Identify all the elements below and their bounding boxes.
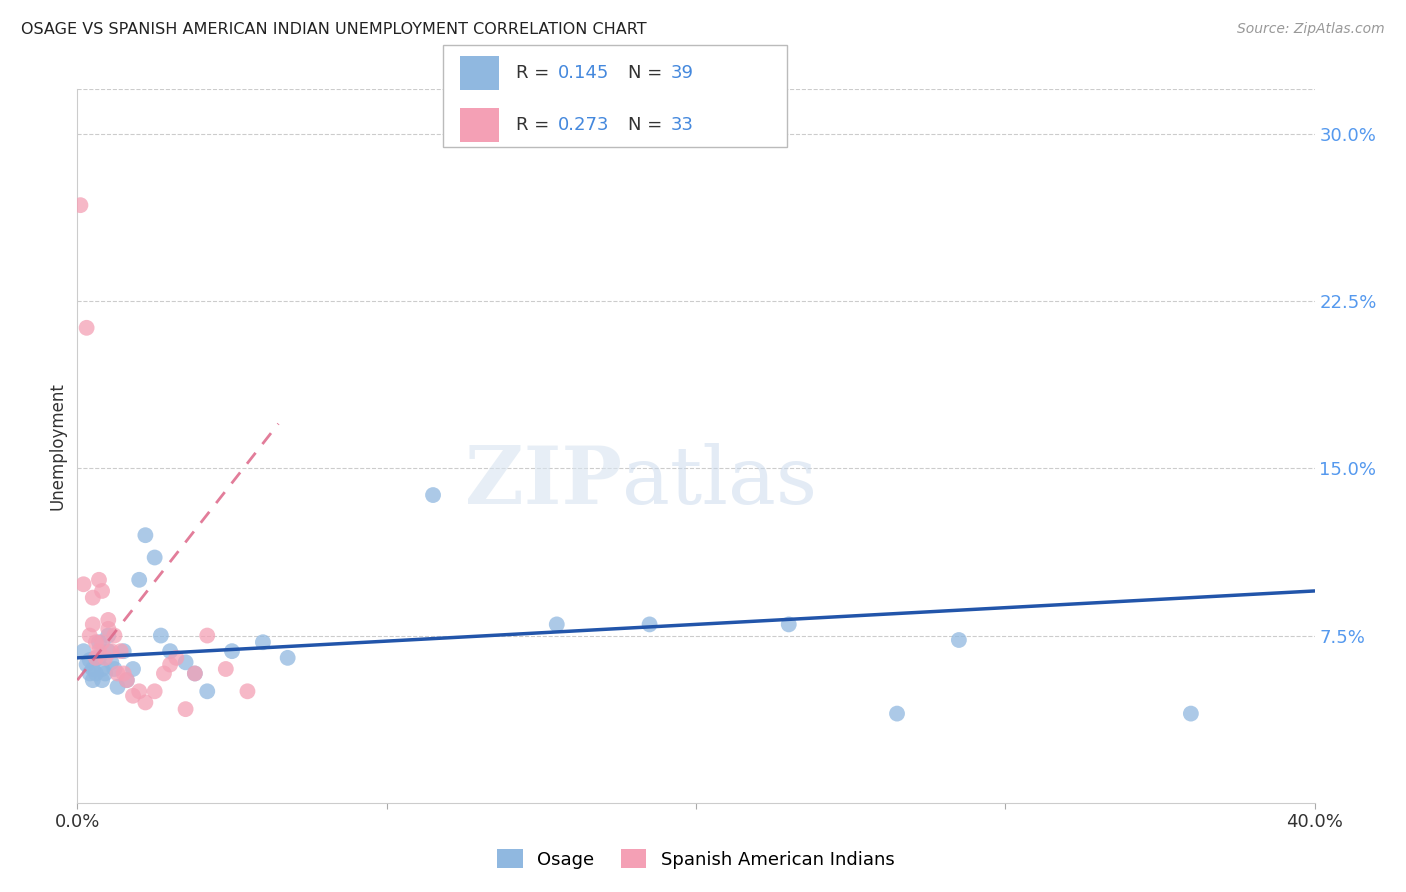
Point xyxy=(134,696,156,710)
Point xyxy=(97,644,120,658)
Text: 0.273: 0.273 xyxy=(558,116,610,134)
Point xyxy=(236,684,259,698)
Point xyxy=(112,666,135,681)
Y-axis label: Unemployment: Unemployment xyxy=(48,382,66,510)
Point xyxy=(82,617,104,632)
Point xyxy=(97,613,120,627)
Point xyxy=(91,662,114,676)
Point xyxy=(84,651,107,665)
Point xyxy=(221,644,243,658)
Text: atlas: atlas xyxy=(621,442,817,521)
Text: 33: 33 xyxy=(671,116,693,134)
Point xyxy=(143,550,166,565)
Point xyxy=(87,644,110,658)
Text: 39: 39 xyxy=(671,64,693,82)
Point xyxy=(91,583,114,598)
Point xyxy=(79,628,101,642)
Point xyxy=(159,657,181,672)
Point xyxy=(252,635,274,649)
Text: R =: R = xyxy=(516,64,555,82)
Point xyxy=(84,635,107,649)
Point xyxy=(143,684,166,698)
Point xyxy=(195,684,218,698)
Point xyxy=(87,573,110,587)
Point xyxy=(94,666,117,681)
Point xyxy=(195,628,218,642)
Point xyxy=(76,320,98,334)
Point xyxy=(112,644,135,658)
Point xyxy=(79,666,101,681)
Point xyxy=(546,617,568,632)
Point xyxy=(122,689,145,703)
Point xyxy=(100,644,122,658)
Point xyxy=(82,662,104,676)
Point xyxy=(69,198,91,212)
Point xyxy=(122,662,145,676)
Point xyxy=(128,573,150,587)
Text: N =: N = xyxy=(628,116,668,134)
Point xyxy=(1180,706,1202,721)
Point xyxy=(174,655,197,669)
Text: N =: N = xyxy=(628,64,668,82)
Legend: Osage, Spanish American Indians: Osage, Spanish American Indians xyxy=(491,842,901,876)
Point xyxy=(84,666,107,681)
Point xyxy=(948,633,970,648)
Point xyxy=(159,644,181,658)
Point xyxy=(638,617,661,632)
Point xyxy=(103,662,125,676)
Point xyxy=(149,628,172,642)
Point xyxy=(277,651,299,665)
Point xyxy=(215,662,238,676)
Point xyxy=(886,706,908,721)
Point xyxy=(115,673,138,687)
Point xyxy=(115,673,138,687)
Point xyxy=(110,644,132,658)
Point xyxy=(422,488,444,502)
Point xyxy=(184,666,207,681)
Point xyxy=(100,655,122,669)
Point xyxy=(84,651,107,665)
Point xyxy=(94,651,117,665)
Point xyxy=(174,702,197,716)
Text: Source: ZipAtlas.com: Source: ZipAtlas.com xyxy=(1237,22,1385,37)
Point xyxy=(97,628,120,642)
Point xyxy=(72,577,94,591)
Point xyxy=(97,622,120,636)
Point xyxy=(82,673,104,687)
Text: R =: R = xyxy=(516,116,555,134)
Point xyxy=(153,666,176,681)
Point xyxy=(107,680,129,694)
Text: OSAGE VS SPANISH AMERICAN INDIAN UNEMPLOYMENT CORRELATION CHART: OSAGE VS SPANISH AMERICAN INDIAN UNEMPLO… xyxy=(21,22,647,37)
Point xyxy=(91,673,114,687)
Point xyxy=(76,657,98,672)
Point xyxy=(778,617,800,632)
Point xyxy=(165,651,187,665)
Text: ZIP: ZIP xyxy=(465,442,621,521)
Point xyxy=(107,666,129,681)
Point xyxy=(134,528,156,542)
Point xyxy=(91,635,114,649)
Text: 0.145: 0.145 xyxy=(558,64,610,82)
Point xyxy=(128,684,150,698)
Point xyxy=(87,651,110,665)
Point xyxy=(103,628,125,642)
Point xyxy=(87,635,110,649)
Point xyxy=(79,653,101,667)
Point xyxy=(82,591,104,605)
Point xyxy=(72,644,94,658)
Point xyxy=(184,666,207,681)
